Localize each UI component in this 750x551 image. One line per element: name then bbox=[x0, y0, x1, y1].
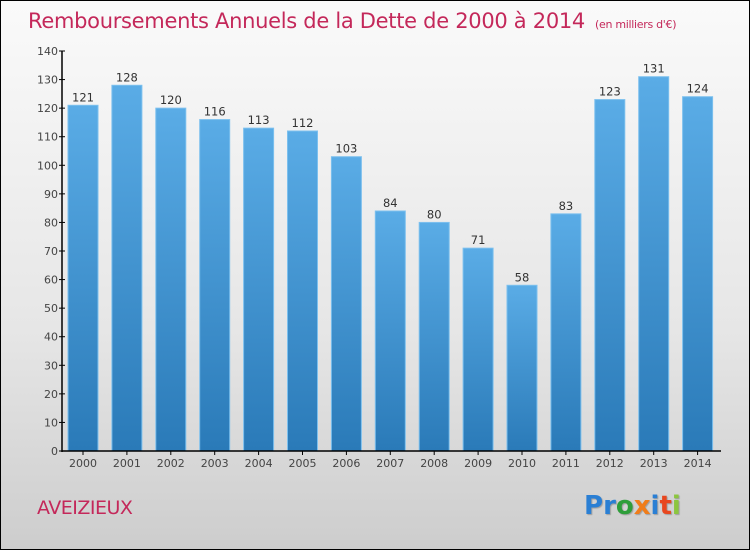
bar-2004 bbox=[243, 127, 275, 452]
logo-letter: i bbox=[671, 491, 681, 521]
bar-2011 bbox=[550, 213, 582, 452]
data-label-2009: 71 bbox=[471, 233, 486, 247]
y-axis: 0 10 20 30 40 50 60 70 80 90 100 110 120 130 140 bbox=[37, 45, 65, 458]
y-tick-label-30: 30 bbox=[44, 359, 58, 372]
x-tick-label-2004: 2004 bbox=[245, 457, 273, 470]
y-tick-label-20: 20 bbox=[44, 388, 58, 401]
bar-2006 bbox=[330, 156, 362, 452]
data-label-2000: 121 bbox=[72, 90, 94, 104]
bar-2008 bbox=[418, 221, 450, 452]
y-tick-label-100: 100 bbox=[37, 159, 58, 172]
data-label-2001: 128 bbox=[116, 70, 138, 84]
bars-group: 121 128 120 116 113 112 103 84 80 71 58 83 123 131 124 bbox=[67, 62, 714, 452]
y-tick-label-70: 70 bbox=[44, 245, 58, 258]
x-tick-label-2005: 2005 bbox=[289, 457, 317, 470]
y-tick-label-50: 50 bbox=[44, 302, 58, 315]
bar-2009 bbox=[462, 247, 494, 452]
bar-2005 bbox=[287, 130, 318, 452]
x-tick-label-2001: 2001 bbox=[113, 457, 141, 470]
x-tick-label-2009: 2009 bbox=[464, 457, 492, 470]
data-label-2005: 112 bbox=[292, 116, 314, 130]
y-tick-label-130: 130 bbox=[37, 74, 58, 87]
logo-letter: P bbox=[584, 491, 604, 521]
data-label-2006: 103 bbox=[335, 142, 357, 156]
y-tick-label-0: 0 bbox=[51, 445, 58, 458]
bar-2010 bbox=[506, 284, 538, 452]
data-label-2010: 58 bbox=[515, 270, 530, 284]
x-tick-label-2003: 2003 bbox=[201, 457, 229, 470]
bar-2012 bbox=[594, 99, 626, 452]
x-tick-label-2008: 2008 bbox=[420, 457, 448, 470]
data-label-2002: 120 bbox=[160, 93, 182, 107]
bar-2001 bbox=[111, 84, 143, 452]
x-tick-label-2013: 2013 bbox=[640, 457, 668, 470]
chart-title: Remboursements Annuels de la Dette de 20… bbox=[28, 9, 676, 33]
x-tick-label-2011: 2011 bbox=[552, 457, 580, 470]
data-label-2014: 124 bbox=[687, 82, 709, 96]
logo-letter: i bbox=[650, 491, 660, 521]
bar-2007 bbox=[374, 210, 406, 452]
data-label-2011: 83 bbox=[559, 199, 574, 213]
y-tick-label-90: 90 bbox=[44, 188, 58, 201]
x-tick-label-2000: 2000 bbox=[69, 457, 97, 470]
bar-2002 bbox=[155, 107, 187, 452]
y-tick-label-120: 120 bbox=[37, 102, 58, 115]
data-label-2003: 116 bbox=[204, 105, 226, 119]
logo-letter: t bbox=[659, 491, 672, 521]
data-label-2012: 123 bbox=[599, 85, 621, 99]
data-label-2013: 131 bbox=[643, 62, 665, 76]
title-unit: (en milliers d'€) bbox=[595, 18, 677, 31]
y-tick-label-80: 80 bbox=[44, 216, 58, 229]
x-axis: 2000 2001 2002 2003 2004 2005 2006 2007 2008 2009… bbox=[62, 450, 721, 470]
y-tick-label-60: 60 bbox=[44, 274, 58, 287]
logo-letter: r bbox=[603, 491, 616, 521]
x-tick-label-2014: 2014 bbox=[684, 457, 712, 470]
bar-2013 bbox=[638, 76, 670, 452]
city-name: AVEIZIEUX bbox=[37, 497, 133, 519]
y-tick-label-110: 110 bbox=[37, 131, 58, 144]
bar-2000 bbox=[67, 104, 99, 452]
y-tick-label-140: 140 bbox=[37, 45, 58, 58]
x-tick-label-2006: 2006 bbox=[332, 457, 360, 470]
data-label-2008: 80 bbox=[427, 207, 442, 221]
logo-letter: o bbox=[615, 491, 634, 521]
proxiti-logo[interactable]: Proxiti bbox=[584, 491, 681, 521]
data-label-2007: 84 bbox=[383, 196, 398, 210]
x-tick-label-2010: 2010 bbox=[508, 457, 536, 470]
data-label-2004: 113 bbox=[248, 113, 270, 127]
bar-2014 bbox=[682, 96, 714, 452]
y-tick-label-40: 40 bbox=[44, 331, 58, 344]
x-tick-label-2007: 2007 bbox=[376, 457, 404, 470]
x-tick-label-2002: 2002 bbox=[157, 457, 185, 470]
logo-letter: x bbox=[633, 491, 651, 521]
bar-2003 bbox=[199, 119, 231, 452]
y-tick-label-10: 10 bbox=[44, 416, 58, 429]
title-text: Remboursements Annuels de la Dette de 20… bbox=[28, 9, 585, 33]
x-tick-label-2012: 2012 bbox=[596, 457, 624, 470]
